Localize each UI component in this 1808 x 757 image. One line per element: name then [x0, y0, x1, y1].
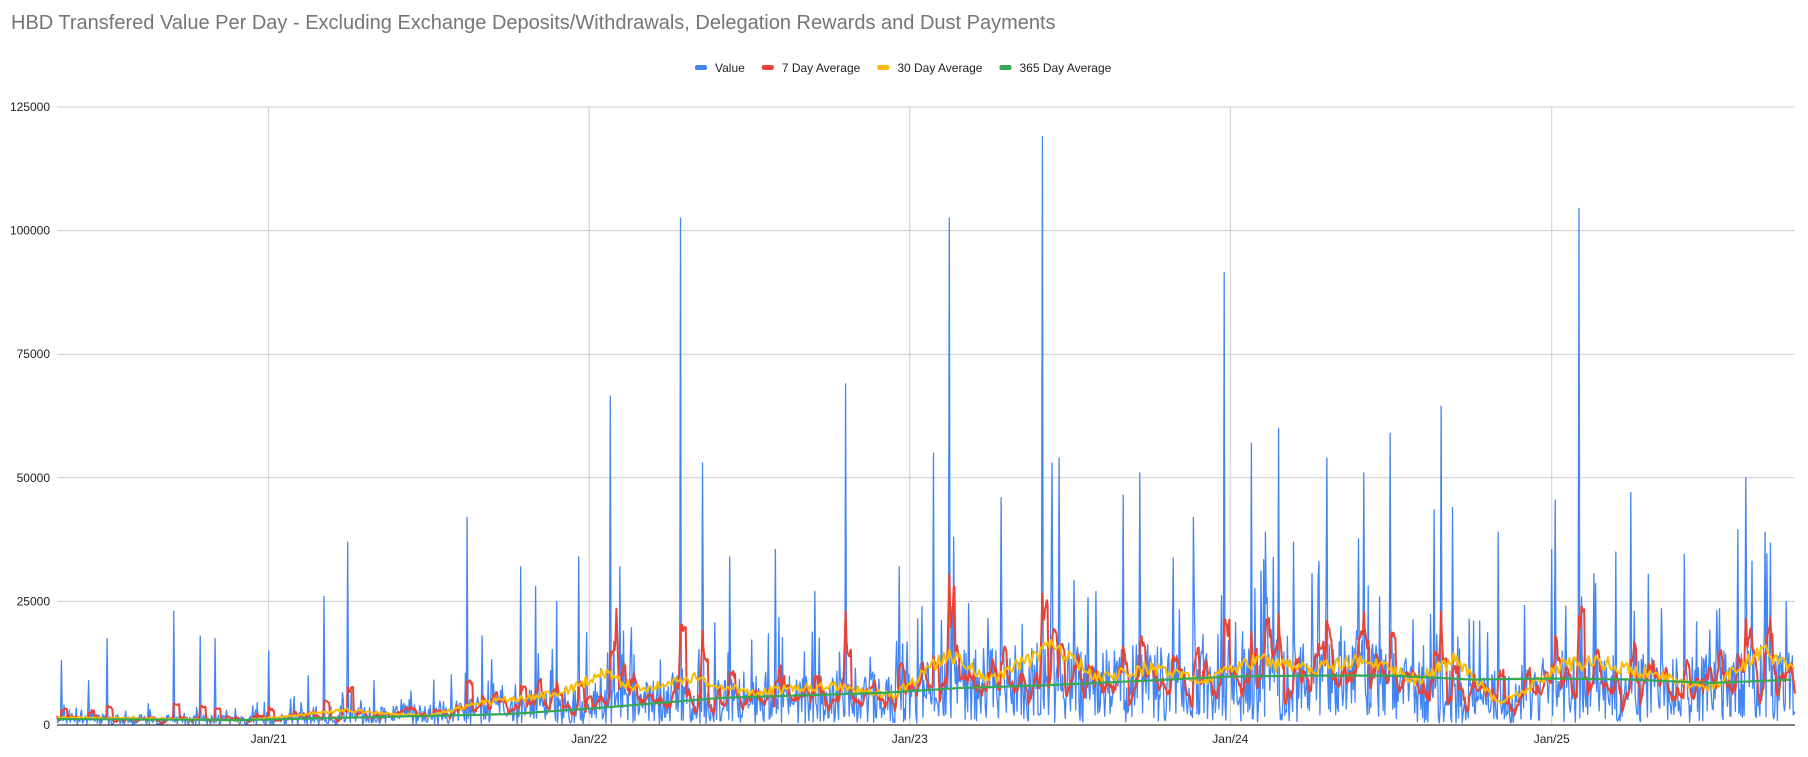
legend-item-value: Value: [695, 61, 745, 75]
grid-layer: [57, 106, 1795, 725]
legend-swatch: [761, 65, 774, 70]
y-tick-label: 50000: [17, 471, 51, 485]
legend-label: 30 Day Average: [897, 61, 982, 75]
series-line-7-day-average: [56, 573, 1796, 725]
legend-label: 7 Day Average: [782, 61, 861, 75]
legend-label: 365 Day Average: [1019, 61, 1111, 75]
y-tick-label: 25000: [17, 594, 51, 608]
chart-title: HBD Transfered Value Per Day - Excluding…: [11, 12, 1056, 34]
x-axis-ticks: Jan/21 Jan/22 Jan/23 Jan/24 Jan/25: [251, 732, 1570, 746]
legend-item-365-day-average: 365 Day Average: [999, 61, 1112, 75]
y-tick-label: 100000: [10, 224, 50, 238]
legend-swatch: [877, 65, 890, 70]
series-line-365-day-average: [57, 674, 1792, 722]
legend-swatch: [695, 65, 707, 70]
legend-label: Value: [715, 61, 745, 75]
series-layer: [56, 136, 1796, 726]
y-tick-label: 125000: [10, 100, 50, 114]
legend-swatch: [999, 65, 1012, 70]
y-axis-ticks: 0 25000 50000 75000 100000 125000: [10, 100, 50, 732]
series-line-30-day-average: [56, 638, 1795, 722]
x-tick-label: Jan/23: [892, 732, 928, 746]
y-tick-label: 75000: [17, 347, 51, 361]
y-tick-label: 0: [43, 718, 50, 732]
series-line-value: [56, 136, 1796, 726]
x-tick-label: Jan/21: [251, 732, 287, 746]
x-tick-label: Jan/22: [571, 732, 607, 746]
legend-item-30-day-average: 30 Day Average: [877, 61, 983, 75]
x-tick-label: Jan/25: [1534, 732, 1570, 746]
x-tick-label: Jan/24: [1212, 732, 1248, 746]
legend-item-7-day-average: 7 Day Average: [761, 61, 861, 75]
legend: Value 7 Day Average 30 Day Average 365 Day …: [695, 61, 1112, 75]
